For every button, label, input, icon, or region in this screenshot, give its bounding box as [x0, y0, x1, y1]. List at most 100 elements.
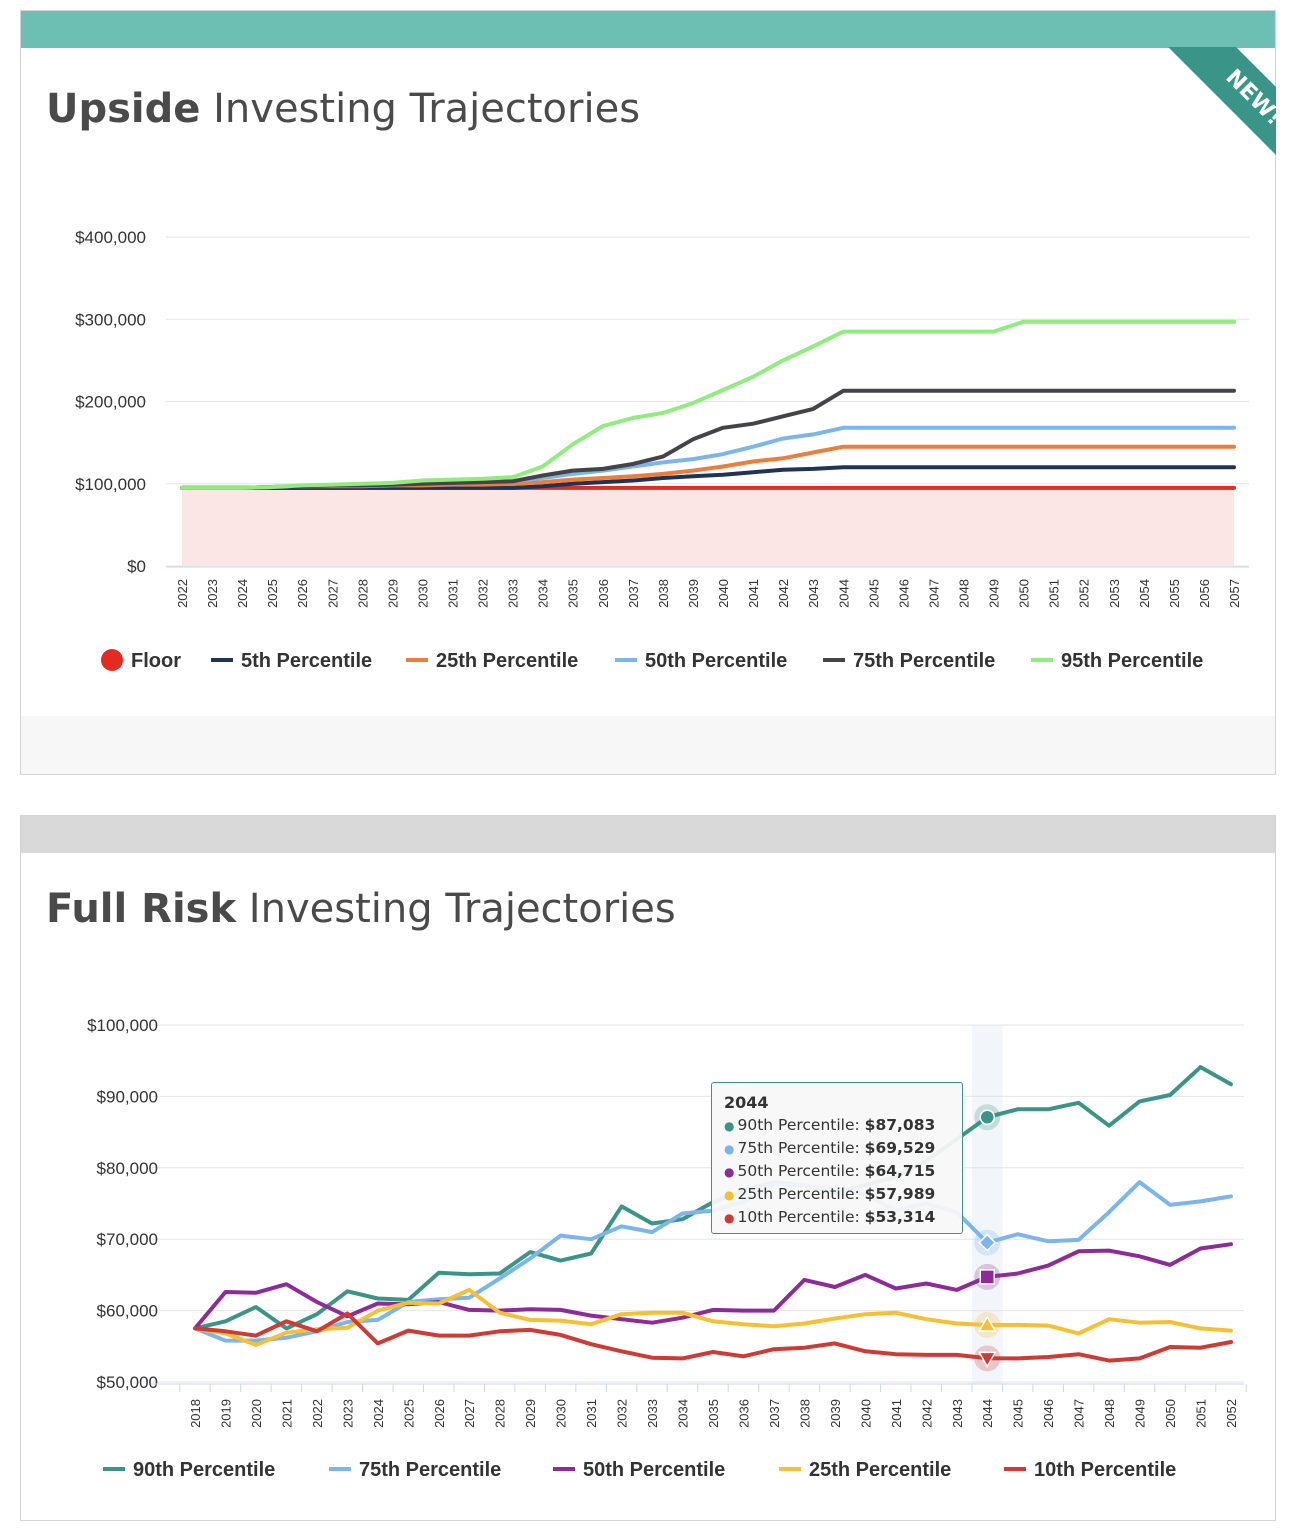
bullet-icon: ●: [724, 1165, 735, 1179]
x-tick-label: 2032: [476, 579, 491, 608]
x-tick-label: 2043: [806, 579, 821, 608]
new-badge: NEW!: [1141, 47, 1276, 182]
x-tick-label: 2043: [950, 1399, 965, 1428]
x-tick-label: 2023: [340, 1399, 355, 1428]
tooltip-row-value: $69,529: [864, 1139, 936, 1157]
chart-tooltip: 2044 ● 90th Percentile: $87,083 ● 75th Per…: [711, 1082, 963, 1234]
legend-label-95th-percentile: 95th Percentile: [1061, 650, 1203, 672]
x-tick-label: 2032: [615, 1399, 630, 1428]
card-title: Full Risk Investing Trajectories: [46, 886, 676, 932]
x-tick-label: 2019: [218, 1399, 233, 1428]
x-tick-label: 2051: [1194, 1399, 1209, 1428]
x-tick-label: 2031: [446, 579, 461, 608]
circle-marker-icon: [979, 1109, 995, 1125]
legend-label-25th-percentile: 25th Percentile: [809, 1459, 951, 1481]
tooltip-row: ● 10th Percentile: $53,314: [724, 1206, 950, 1229]
y-tick-label: $80,000: [97, 1159, 158, 1178]
x-tick-label: 2049: [987, 579, 1002, 608]
x-tick-label: 2049: [1133, 1399, 1148, 1428]
x-tick-label: 2046: [896, 579, 911, 608]
legend-label-5th-percentile: 5th Percentile: [241, 650, 372, 672]
bullet-icon: ●: [724, 1142, 735, 1156]
x-tick-label: 2018: [188, 1399, 203, 1428]
x-tick-label: 2030: [415, 579, 430, 608]
diamond-marker-icon: [978, 1233, 997, 1252]
x-tick-label: 2045: [1011, 1399, 1026, 1428]
x-tick-label: 2053: [1107, 579, 1122, 608]
x-tick-label: 2037: [626, 579, 641, 608]
x-tick-label: 2040: [716, 579, 731, 608]
x-tick-label: 2024: [235, 579, 250, 608]
card-title: Upside Investing Trajectories: [46, 86, 640, 132]
tooltip-row-label: 75th Percentile:: [737, 1139, 860, 1157]
x-tick-label: 2046: [1041, 1399, 1056, 1428]
x-tick-label: 2041: [746, 579, 761, 608]
tooltip-title: 2044: [724, 1093, 769, 1112]
y-tick-label: $50,000: [97, 1373, 158, 1392]
x-tick-label: 2022: [310, 1399, 325, 1428]
tooltip-row: ● 75th Percentile: $69,529: [724, 1137, 950, 1160]
x-tick-label: 2036: [736, 1399, 751, 1428]
full-risk-card: Full Risk Investing Trajectories $50,000…: [20, 815, 1276, 1521]
legend-label-50th-percentile: 50th Percentile: [583, 1459, 725, 1481]
card-title-bold: Full Risk: [46, 886, 237, 932]
tooltip-row: ● 90th Percentile: $87,083: [724, 1114, 950, 1137]
y-tick-label: $300,000: [75, 310, 146, 329]
x-tick-label: 2056: [1197, 579, 1212, 608]
x-tick-label: 2038: [797, 1399, 812, 1428]
y-tick-label: $90,000: [97, 1087, 158, 1106]
x-tick-label: 2025: [401, 1399, 416, 1428]
tooltip-row-label: 25th Percentile:: [737, 1185, 860, 1203]
legend-dot-icon: [101, 649, 123, 671]
tooltip-row-value: $87,083: [864, 1116, 936, 1134]
upside-chart[interactable]: $0 $100,000 $200,000 $300,000 $400,000 2022 20…: [21, 201, 1275, 691]
x-tick-label: 2028: [355, 579, 370, 608]
legend-label-10th-percentile: 10th Percentile: [1034, 1459, 1176, 1481]
bullet-icon: ●: [724, 1211, 735, 1225]
x-tick-label: 2022: [175, 579, 190, 608]
x-tick-label: 2029: [385, 579, 400, 608]
x-tick-label: 2033: [645, 1399, 660, 1428]
x-tick-label: 2039: [828, 1399, 843, 1428]
legend-label-50th-percentile: 50th Percentile: [645, 650, 787, 672]
x-tick-label: 2029: [523, 1399, 538, 1428]
x-tick-label: 2041: [889, 1399, 904, 1428]
card-title-rest: Investing Trajectories: [200, 86, 641, 132]
x-tick-label: 2024: [371, 1399, 386, 1428]
x-tick-label: 2026: [432, 1399, 447, 1428]
x-tick-label: 2054: [1137, 579, 1152, 608]
full-risk-chart[interactable]: $50,000 $60,000 $70,000 $80,000 $90,000 $100,…: [21, 1006, 1275, 1506]
x-tick-label: 2037: [767, 1399, 782, 1428]
bullet-icon: ●: [724, 1119, 735, 1133]
upside-card: Upside Investing Trajectories NEW! $0 $10…: [20, 10, 1276, 775]
x-tick-label: 2033: [506, 579, 521, 608]
card-footer: [21, 716, 1275, 774]
series-line-50th-percentile: [193, 1242, 1233, 1331]
tooltip-row-value: $53,314: [864, 1208, 936, 1226]
tooltip-row-label: 90th Percentile:: [737, 1116, 860, 1134]
x-tick-label: 2057: [1227, 579, 1242, 608]
x-tick-label: 2042: [776, 579, 791, 608]
x-tick-label: 2044: [836, 579, 851, 608]
x-tick-label: 2048: [956, 579, 971, 608]
series-line-25th-percentile: [193, 1287, 1233, 1347]
y-tick-label: $100,000: [75, 475, 146, 494]
legend-label-75th-percentile: 75th Percentile: [853, 650, 995, 672]
legend-label-floor: Floor: [131, 650, 181, 672]
x-tick-label: 2035: [706, 1399, 721, 1428]
square-marker-icon: [979, 1269, 995, 1285]
series-line-10th-percentile: [193, 1311, 1233, 1363]
triangle-marker-icon: [977, 1315, 997, 1332]
x-tick-label: 2026: [295, 579, 310, 608]
series-line-50th-percentile: [180, 425, 1236, 490]
x-tick-label: 2044: [980, 1399, 995, 1428]
series-line-95th-percentile: [180, 319, 1236, 490]
tooltip-row: ● 50th Percentile: $64,715: [724, 1160, 950, 1183]
x-tick-label: 2027: [325, 579, 340, 608]
tooltip-row-value: $57,989: [864, 1185, 936, 1203]
y-tick-label: $200,000: [75, 393, 146, 412]
x-tick-label: 2039: [686, 579, 701, 608]
y-tick-label: $0: [127, 557, 146, 576]
x-tick-label: 2038: [656, 579, 671, 608]
x-tick-label: 2047: [926, 579, 941, 608]
